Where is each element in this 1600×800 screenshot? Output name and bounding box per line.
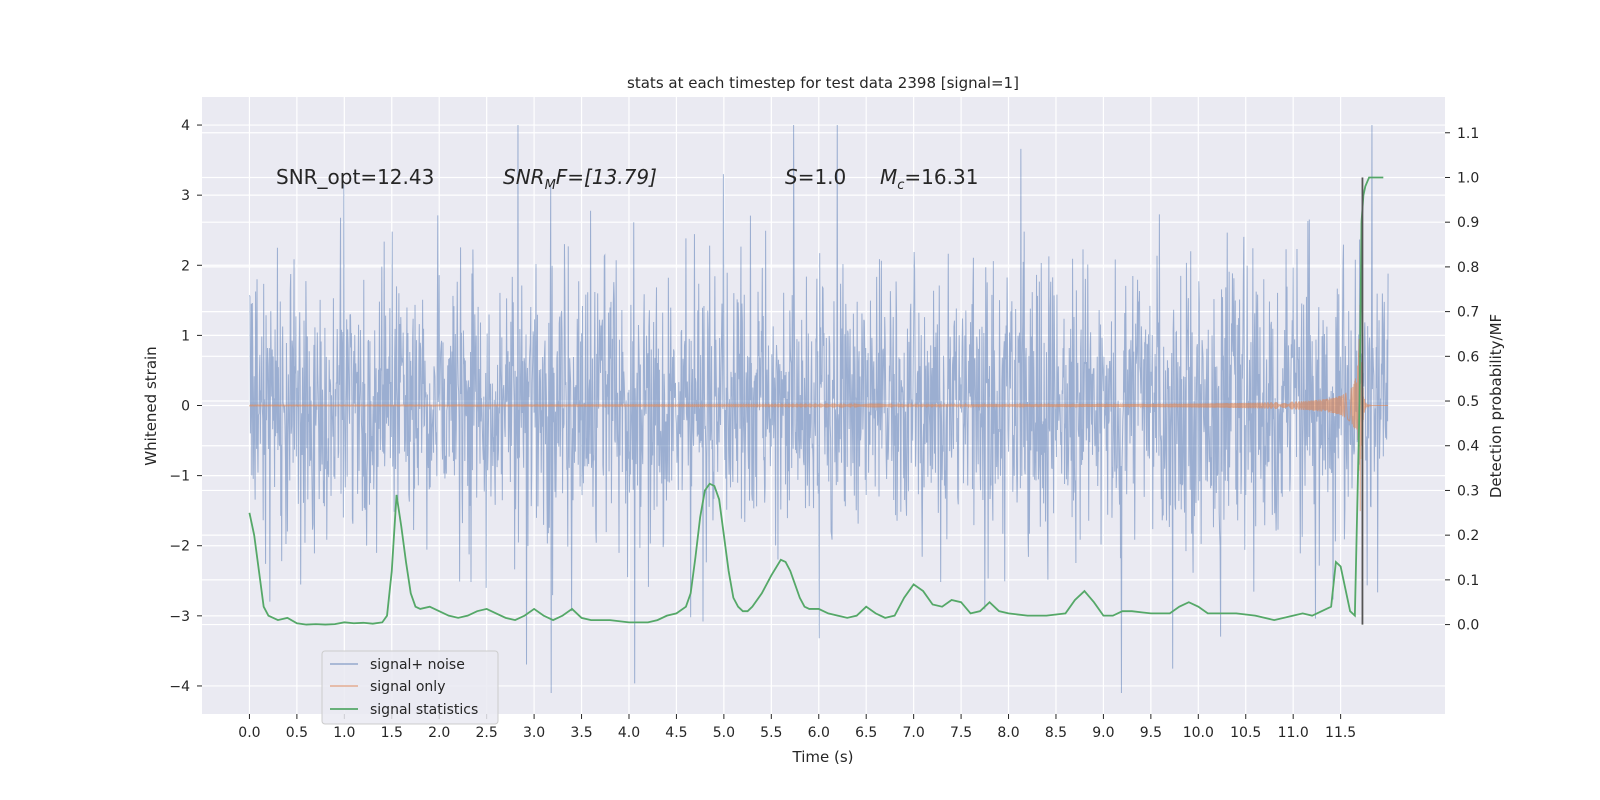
x-tick-label: 5.5 [760, 725, 782, 741]
legend-label-signal-statistics: signal statistics [370, 702, 478, 718]
y-axis-title: Whitened strain [142, 346, 160, 465]
annotation-snr-mf: SNRMF=[13.79] [503, 165, 657, 193]
y2-tick-label: 1.0 [1457, 170, 1479, 186]
y2-tick-label: 0.0 [1457, 618, 1479, 634]
x-tick-label: 0.0 [238, 725, 260, 741]
chart-title: stats at each timestep for test data 239… [627, 74, 1019, 92]
x-tick-label: 2.0 [428, 725, 450, 741]
x-tick-label: 9.0 [1092, 725, 1114, 741]
annotation-snr-mf-sub: M [545, 178, 556, 193]
annotation-mc-sym: M [880, 165, 897, 189]
y-tick-label: 4 [181, 118, 190, 134]
annotation-snr-mf-main: SNR [503, 165, 545, 189]
line-signal-only [248, 304, 1389, 512]
x-tick-label: 11.0 [1278, 725, 1309, 741]
x-axis: 0.0 0.5 1.0 1.5 2.0 2.5 3.0 3.5 4.0 4.5 5.0 5.5 6.0 6… [238, 714, 1356, 741]
annotation-s-rest: =1.0 [798, 165, 847, 189]
y-tick-label: −2 [169, 539, 190, 555]
y2-tick-label: 0.6 [1457, 349, 1479, 365]
x-tick-label: 1.5 [381, 725, 403, 741]
y-tick-label: −3 [169, 609, 190, 625]
x-tick-label: 9.5 [1140, 725, 1162, 741]
x-tick-label: 0.5 [286, 725, 308, 741]
line-signal-statistics [248, 176, 1384, 626]
y2-axis: 0.0 0.1 0.2 0.3 0.4 0.5 0.6 0.7 0.8 0.9 1.0 1.1 [1445, 126, 1479, 634]
y2-tick-label: 1.1 [1457, 126, 1479, 142]
y-tick-label: 2 [181, 258, 190, 274]
y-tick-label: 0 [181, 399, 190, 415]
annotation-mc-rest: =16.31 [904, 165, 978, 189]
y2-axis-title: Detection probability/MF [1487, 314, 1505, 498]
y2-tick-label: 0.9 [1457, 215, 1479, 231]
y-tick-label: −4 [169, 679, 190, 695]
y2-tick-label: 0.1 [1457, 573, 1479, 589]
y2-tick-label: 0.3 [1457, 483, 1479, 499]
y-tick-label: 3 [181, 188, 190, 204]
x-tick-label: 7.5 [950, 725, 972, 741]
annotation-snr-mf-rest: F=[13.79] [556, 165, 657, 189]
x-tick-label: 8.5 [1045, 725, 1067, 741]
annotation-mc: Mc=16.31 [880, 165, 978, 193]
x-tick-label: 5.0 [713, 725, 735, 741]
annotation-s: S=1.0 [785, 165, 846, 189]
legend: signal+ noise signal only signal statist… [321, 650, 499, 725]
y-tick-label: −1 [169, 469, 190, 485]
x-tick-label: 8.0 [997, 725, 1019, 741]
x-tick-label: 6.5 [855, 725, 877, 741]
y2-tick-label: 0.7 [1457, 305, 1479, 321]
legend-box [321, 650, 499, 725]
annotation-s-sym: S [785, 165, 798, 189]
x-tick-label: 6.0 [808, 725, 830, 741]
y-tick-label: 1 [181, 328, 190, 344]
x-tick-label: 2.5 [476, 725, 498, 741]
x-tick-label: 1.0 [333, 725, 355, 741]
x-tick-label: 10.5 [1230, 725, 1261, 741]
y2-tick-label: 0.5 [1457, 394, 1479, 410]
signal-only-series [248, 304, 1389, 512]
y-axis: −4 −3 −2 −1 0 1 2 3 4 [169, 118, 202, 695]
y2-tick-label: 0.8 [1457, 260, 1479, 276]
signal-noise-series [248, 125, 1389, 693]
x-tick-label: 10.0 [1183, 725, 1214, 741]
x-tick-label: 11.5 [1325, 725, 1356, 741]
legend-label-signal-noise: signal+ noise [370, 657, 465, 673]
annotation-mc-sub: c [897, 178, 904, 193]
y2-tick-label: 0.2 [1457, 528, 1479, 544]
x-axis-title: Time (s) [792, 748, 854, 766]
annotation-snr-opt: SNR_opt=12.43 [276, 165, 434, 189]
x-tick-label: 3.5 [570, 725, 592, 741]
y2-tick-label: 0.4 [1457, 439, 1479, 455]
x-tick-label: 7.0 [903, 725, 925, 741]
x-tick-label: 4.0 [618, 725, 640, 741]
x-tick-label: 3.0 [523, 725, 545, 741]
signal-statistics-series [248, 176, 1384, 626]
legend-label-signal-only: signal only [370, 679, 445, 695]
x-tick-label: 4.5 [665, 725, 687, 741]
line-signal-noise [248, 125, 1389, 693]
